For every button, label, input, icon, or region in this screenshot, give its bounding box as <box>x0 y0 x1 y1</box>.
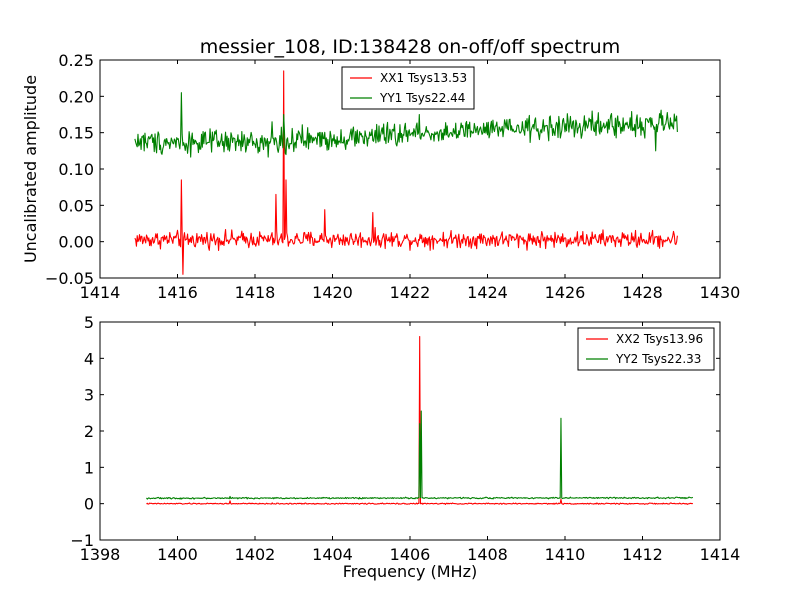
series-group <box>146 335 694 505</box>
x-tick-label: 1406 <box>390 545 431 564</box>
x-tick-label: 1420 <box>312 283 353 302</box>
x-tick-label: 1430 <box>700 283 741 302</box>
x-tick-label: 1426 <box>545 283 586 302</box>
y-tick-label: 3 <box>84 386 94 405</box>
x-tick-label: 1422 <box>390 283 431 302</box>
legend-label: YY2 Tsys22.33 <box>615 352 701 366</box>
x-tick-label: 1424 <box>467 283 508 302</box>
y-tick-label: 0 <box>84 495 94 514</box>
y-axis-title: Uncalibrated amplitude <box>21 75 40 263</box>
legend-box <box>577 327 715 371</box>
series-line-yy <box>134 92 678 158</box>
x-axis-title: Frequency (MHz) <box>343 562 477 581</box>
y-tick-label: 1 <box>84 458 94 477</box>
x-tick-label: 1410 <box>545 545 586 564</box>
x-tick-label: 1408 <box>467 545 508 564</box>
legend-label: YY1 Tsys22.44 <box>379 91 465 105</box>
x-tick-label: 1398 <box>80 545 121 564</box>
chart-title: messier_108, ID:138428 on-off/off spectr… <box>200 36 620 58</box>
x-tick-label: 1412 <box>622 545 663 564</box>
y-tick-label: −0.05 <box>45 269 94 288</box>
y-tick-label: 0.25 <box>58 51 94 70</box>
series-line-xx <box>146 335 694 505</box>
x-tick-label: 1428 <box>622 283 663 302</box>
x-tick-label: 1416 <box>157 283 198 302</box>
y-tick-label: 5 <box>84 313 94 332</box>
y-tick-label: 0.15 <box>58 124 94 143</box>
series-line-yy <box>146 410 694 500</box>
y-tick-label: −1 <box>70 531 94 550</box>
y-tick-label: 4 <box>84 349 94 368</box>
x-tick-label: 1414 <box>700 545 741 564</box>
y-tick-label: 0.10 <box>58 160 94 179</box>
x-tick-label: 1400 <box>157 545 198 564</box>
legend-label: XX1 Tsys13.53 <box>380 71 467 85</box>
legend-box <box>341 66 475 110</box>
series-group <box>134 70 678 275</box>
legend: XX1 Tsys13.53 YY1 Tsys22.44 <box>341 66 475 110</box>
top-panel: 1414 1416 1418 1420 1422 1424 1426 1428 1430 −0.0… <box>21 51 740 302</box>
x-tick-label: 1404 <box>312 545 353 564</box>
y-tick-label: 0.20 <box>58 87 94 106</box>
y-tick-label: 2 <box>84 422 94 441</box>
x-tick-label: 1402 <box>235 545 276 564</box>
legend-label: XX2 Tsys13.96 <box>616 332 703 346</box>
y-tick-label: 0.00 <box>58 233 94 252</box>
bottom-panel: 1398 1400 1402 1404 1406 1408 1410 1412 1414 −1 0 1… <box>70 313 740 581</box>
y-tick-label: 0.05 <box>58 196 94 215</box>
series-line-xx <box>134 70 678 275</box>
x-tick-label: 1418 <box>235 283 276 302</box>
x-tick-label: 1414 <box>80 283 121 302</box>
legend: XX2 Tsys13.96 YY2 Tsys22.33 <box>577 327 715 371</box>
